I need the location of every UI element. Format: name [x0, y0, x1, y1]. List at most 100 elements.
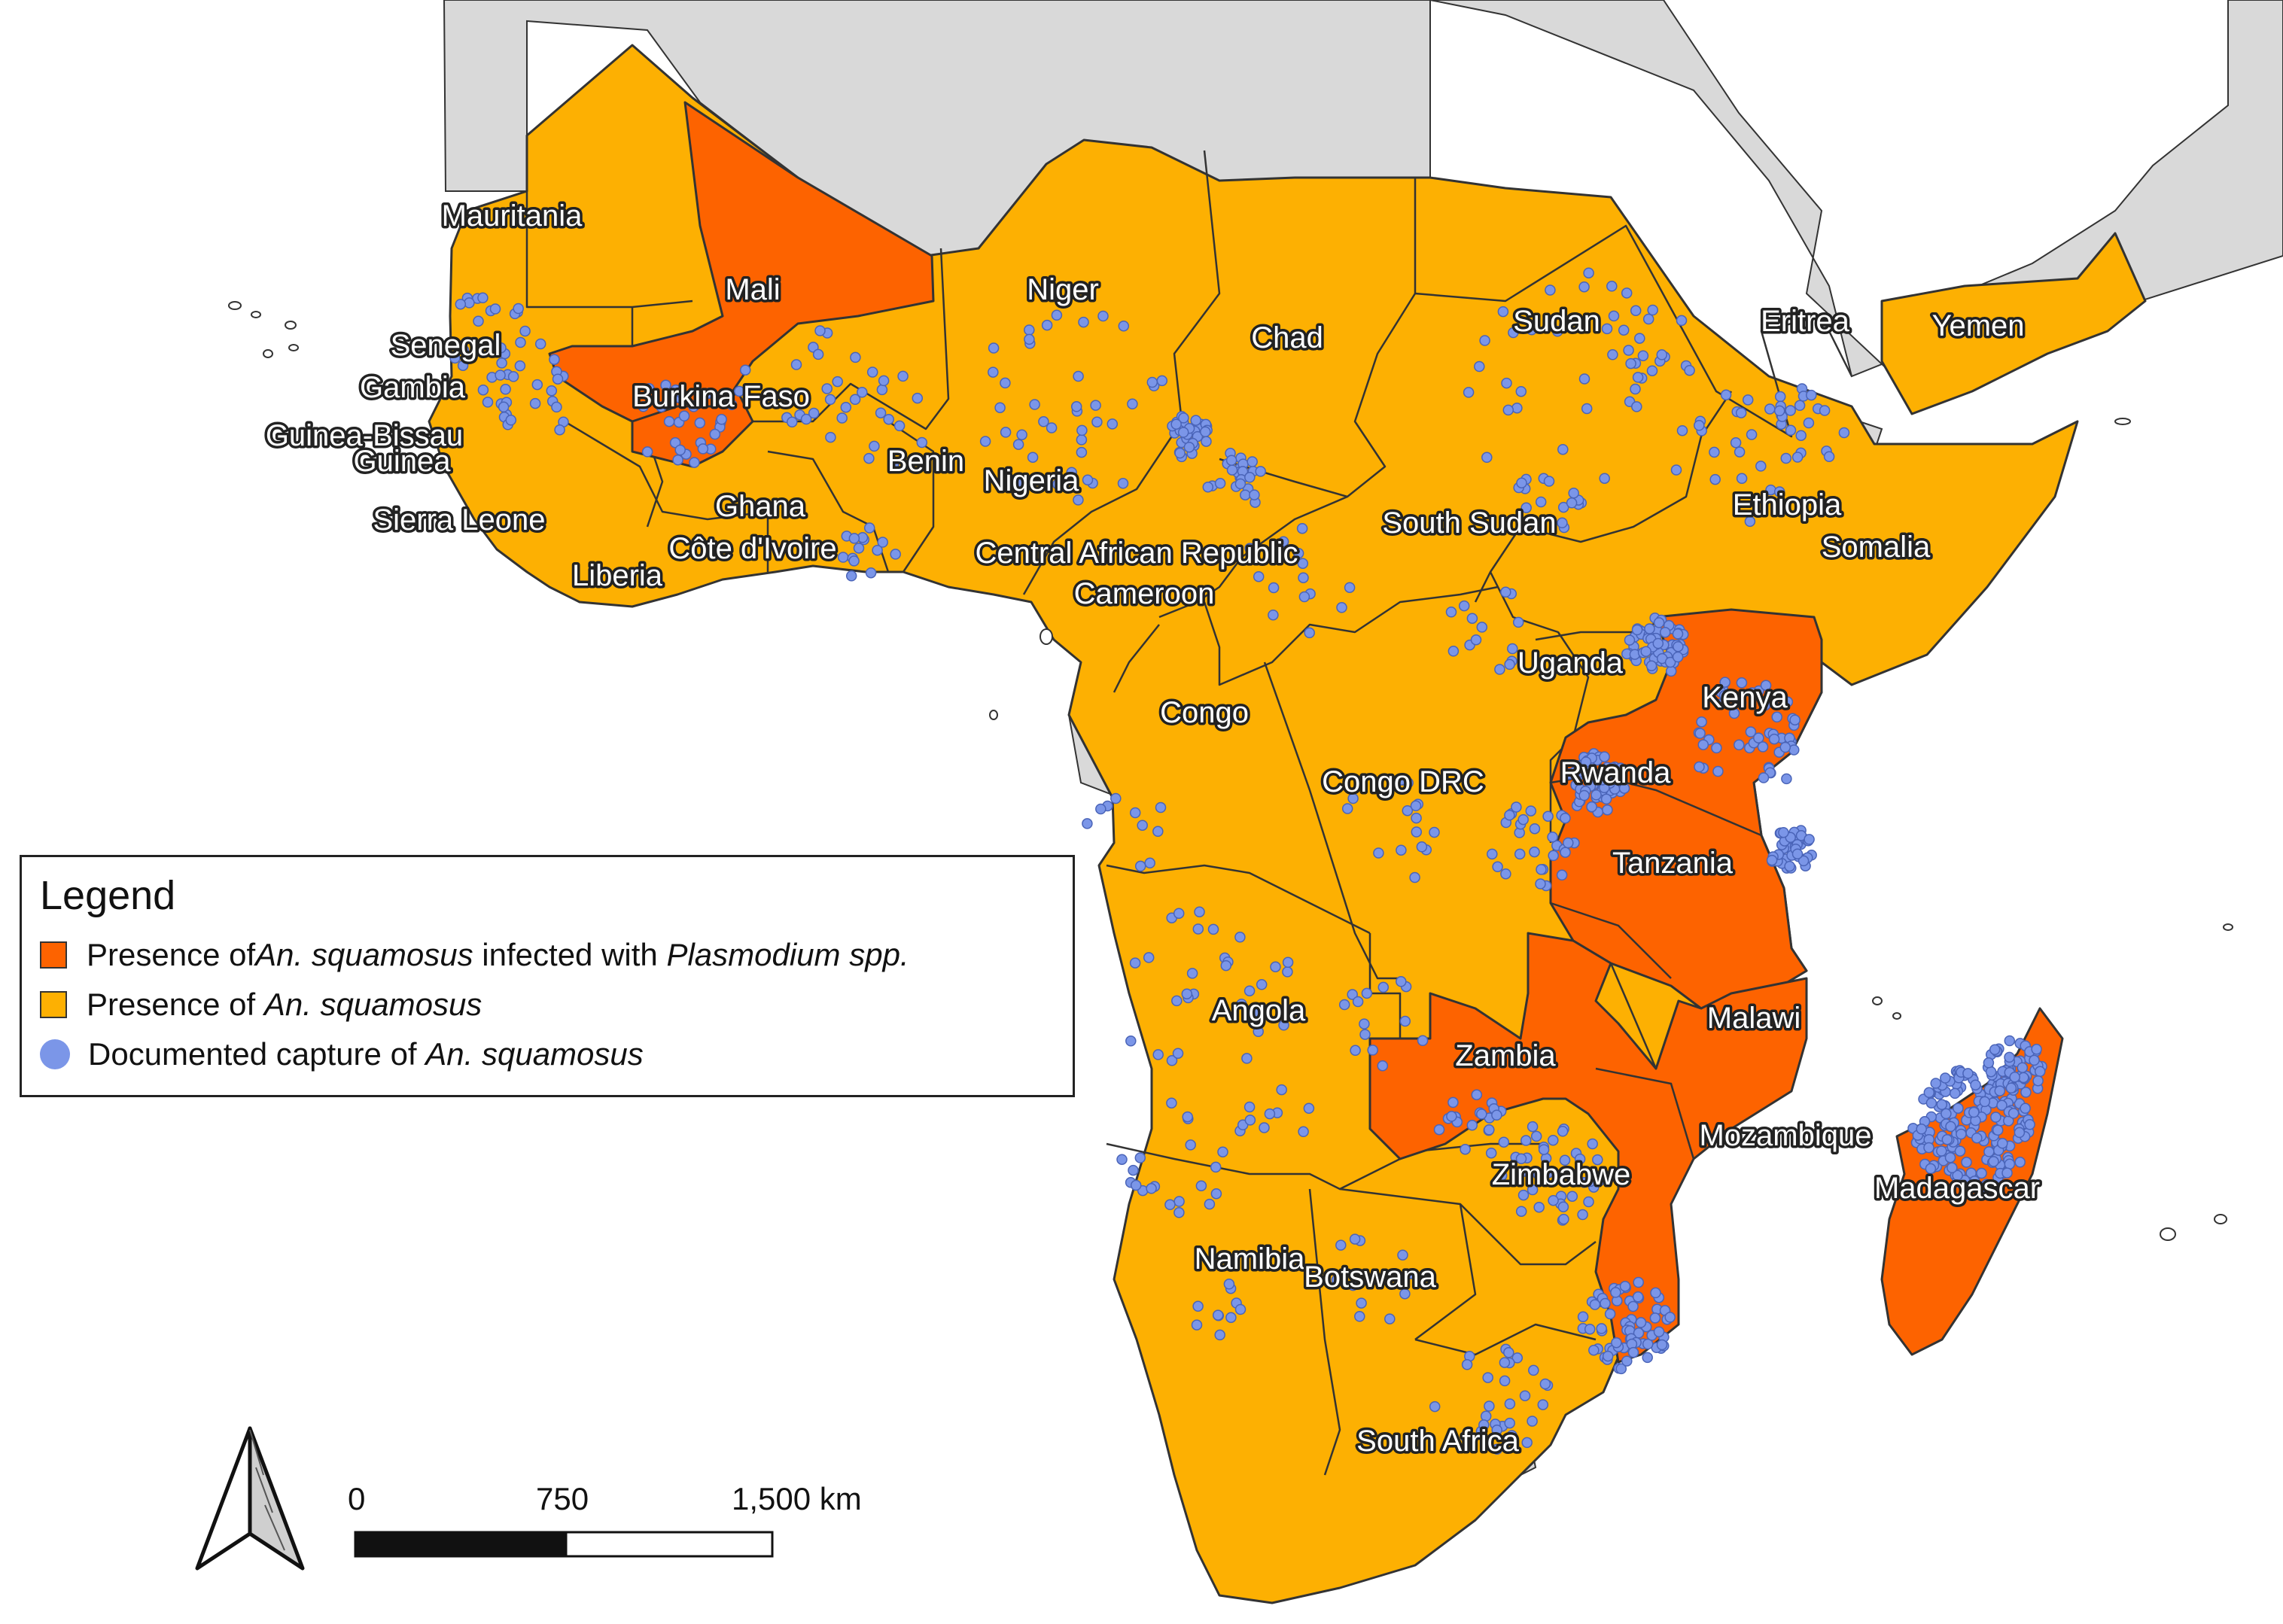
country-labels: Mauritania Mali Niger Chad Sudan Eritrea Yemen… — [263, 197, 2042, 1461]
legend-item-infected: Presence of An. squamosus infected with … — [40, 937, 909, 973]
capture-point — [1173, 1207, 1185, 1218]
capture-point — [529, 397, 541, 409]
capture-point — [1804, 834, 1815, 845]
capture-point — [1791, 452, 1804, 463]
capture-point — [1200, 426, 1211, 438]
capture-point — [1985, 1066, 1997, 1078]
capture-point — [1192, 1300, 1204, 1312]
capture-point — [1538, 1144, 1550, 1155]
capture-point — [1656, 1339, 1668, 1351]
capture-point — [812, 348, 824, 360]
capture-point — [1526, 324, 1538, 336]
capture-point — [1945, 1121, 1956, 1133]
capture-point — [1753, 732, 1764, 744]
capture-point — [644, 383, 655, 394]
capture-point — [1397, 1249, 1408, 1261]
capture-point — [1377, 981, 1390, 993]
capture-point — [1621, 287, 1633, 299]
capture-point — [1268, 582, 1280, 594]
capture-point — [1557, 1126, 1569, 1137]
capture-point — [1255, 466, 1266, 477]
country-label-ghana: Ghana — [715, 490, 806, 523]
capture-point — [1940, 1072, 1951, 1084]
capture-point — [1543, 476, 1555, 487]
capture-point — [1349, 1233, 1361, 1245]
capture-point — [2014, 1157, 2026, 1168]
country-label-namibia: Namibia — [1195, 1242, 1305, 1276]
capture-point — [1819, 405, 1831, 416]
capture-point — [495, 370, 506, 381]
capture-point — [1411, 826, 1423, 838]
capture-point — [1445, 607, 1457, 618]
capture-point — [1458, 600, 1470, 612]
capture-point — [1642, 313, 1654, 325]
capture-point — [1000, 427, 1012, 438]
capture-point — [1433, 1124, 1445, 1136]
capture-point — [1152, 826, 1164, 838]
capture-point — [1656, 349, 1668, 360]
capture-point — [1635, 1317, 1647, 1328]
country-label-eritrea: Eritrea — [1761, 305, 1850, 338]
capture-point — [1359, 1029, 1371, 1040]
capture-point — [1709, 446, 1720, 458]
capture-point — [1607, 349, 1618, 360]
capture-point — [1402, 804, 1414, 817]
capture-point — [1600, 793, 1612, 805]
capture-point — [1185, 1139, 1196, 1151]
capture-point — [1463, 387, 1475, 398]
capture-point — [1511, 801, 1522, 813]
capture-point — [457, 360, 469, 371]
capture-point — [1936, 1145, 1947, 1157]
capture-point — [1547, 831, 1558, 843]
country-label-gambia: Gambia — [360, 371, 466, 404]
capture-point — [1303, 1102, 1315, 1115]
capture-point — [1916, 1124, 1927, 1135]
capture-point — [1627, 1300, 1639, 1312]
north-arrow-icon — [195, 1426, 305, 1571]
capture-point — [877, 537, 888, 548]
capture-point — [1755, 461, 1767, 472]
capture-point — [1504, 658, 1515, 671]
capture-point — [1500, 586, 1511, 598]
capture-point — [1499, 1357, 1511, 1368]
capture-point — [1217, 1146, 1228, 1157]
country-label-chad: Chad — [1251, 321, 1323, 354]
capture-point — [1207, 923, 1219, 935]
capture-point — [482, 397, 494, 408]
capture-point — [1642, 1338, 1654, 1350]
capture-point — [848, 533, 860, 544]
capture-point — [1511, 1352, 1524, 1364]
capture-point — [1243, 1101, 1256, 1113]
capture-point — [449, 352, 461, 364]
capture-point — [1129, 807, 1141, 819]
capture-point — [1542, 810, 1554, 822]
capture-point — [1298, 572, 1309, 583]
capture-point — [1664, 656, 1676, 668]
capture-point — [1583, 267, 1594, 278]
country-label-liberia: Liberia — [572, 559, 663, 592]
capture-point — [1519, 1390, 1531, 1401]
capture-point — [1994, 1085, 2006, 1096]
country-label-madagascar: Madagascar — [1874, 1172, 2040, 1205]
capture-point — [1774, 391, 1786, 403]
capture-point — [1600, 1297, 1611, 1309]
country-label-mali: Mali — [725, 273, 780, 306]
capture-point — [1527, 1121, 1539, 1133]
capture-point — [1947, 1162, 1958, 1174]
capture-point — [1041, 319, 1053, 331]
capture-point — [1592, 1154, 1603, 1166]
capture-point — [1551, 326, 1563, 337]
capture-point — [1597, 774, 1609, 786]
capture-point — [458, 344, 470, 356]
capture-point — [878, 375, 890, 387]
capture-point — [853, 543, 865, 554]
capture-point — [1012, 477, 1024, 489]
capture-point — [1539, 1378, 1551, 1390]
capture-point — [1447, 646, 1460, 657]
capture-point — [1181, 988, 1193, 999]
capture-point — [1936, 1099, 1948, 1111]
capture-point — [1367, 1045, 1378, 1056]
capture-point — [1712, 765, 1724, 777]
capture-point — [694, 417, 706, 429]
capture-point — [1764, 403, 1776, 415]
